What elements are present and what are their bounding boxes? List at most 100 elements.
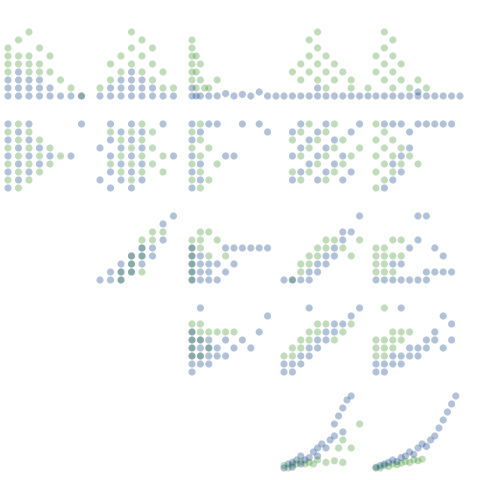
point-blue-r2c4-14 [414,236,422,244]
point-blue-r2c2-20 [255,244,263,252]
point-green-r1c4-9 [389,168,397,176]
point-green-r2c3-11 [347,252,355,260]
point-green-r2c1-4 [127,252,136,260]
point-blue-r4c3-19 [343,396,351,404]
point-green-r1c4-4 [372,120,380,128]
point-blue-r1c4-9 [397,152,405,160]
point-blue-r3c4-5 [389,352,397,360]
point-blue-r1c0-10 [25,152,33,160]
point-blue-r0c1-1 [106,92,115,100]
point-blue-r2c2-13 [213,260,221,268]
point-blue-r3c4-19 [448,320,456,328]
point-blue-r0c3-6 [322,92,330,100]
point-blue-r2c3-6 [314,260,322,268]
point-green-r0c0-17 [67,84,75,92]
point-blue-r2c2-21 [264,244,272,252]
point-green-r0c4-5 [380,28,388,36]
point-green-r0c0-3 [4,44,12,52]
point-blue-r1c3-17 [339,152,347,160]
point-green-r3c3-0 [280,352,288,360]
point-green-r2c3-7 [322,244,330,252]
point-green-r3c4-2 [372,336,380,344]
point-green-r3c4-4 [380,344,388,352]
point-green-r0c4-14 [422,84,430,92]
point-blue-r0c1-12 [138,76,146,84]
point-green-r2c3-3 [305,260,313,268]
point-green-r0c2-9 [196,76,204,84]
point-blue-r4c3-18 [339,404,347,412]
panel-r2-c4 [372,212,456,284]
point-blue-r0c4-4 [406,92,414,100]
point-blue-r2c1-3 [117,276,125,284]
point-blue-r4c4-0 [372,464,380,472]
point-blue-r2c2-10 [205,268,213,276]
point-blue-r2c3-10 [330,244,338,252]
point-blue-r1c1-0 [96,176,104,184]
point-green-r0c0-9 [25,52,33,60]
point-blue-r3c2-10 [205,360,213,368]
point-blue-r0c0-13 [46,92,54,100]
point-blue-r4c4-9 [410,450,418,458]
point-green-r0c2-11 [201,84,209,92]
point-blue-r2c4-12 [397,260,405,268]
point-blue-r2c2-19 [247,244,255,252]
point-green-r3c3-7 [314,328,322,336]
point-blue-r0c2-6 [222,90,230,98]
point-blue-r3c4-18 [397,304,405,312]
point-blue-r0c4-8 [439,92,447,100]
point-blue-r4c3-10 [314,452,322,460]
point-blue-r1c3-5 [297,120,305,128]
point-blue-r4c4-18 [448,400,456,408]
point-blue-r0c0-10 [35,92,44,100]
point-green-r0c4-9 [389,36,397,44]
point-blue-r1c1-21 [169,152,178,160]
point-green-r2c4-10 [389,236,397,244]
point-blue-r1c4-8 [448,120,456,128]
point-blue-r0c4-6 [422,92,430,100]
point-green-r1c4-6 [380,160,388,168]
point-green-r1c3-3 [297,152,305,160]
point-blue-r2c1-2 [106,268,115,276]
point-blue-r3c2-7 [196,352,204,360]
point-green-r2c3-1 [297,268,305,276]
point-blue-r1c1-11 [127,184,136,192]
point-blue-r2c4-9 [439,268,447,276]
point-blue-r3c2-12 [205,344,213,352]
point-green-r2c2-9 [205,252,213,260]
point-green-r1c0-15 [35,136,44,144]
point-green-r0c2-0 [188,76,196,84]
point-green-r2c4-12 [397,236,405,244]
point-blue-r1c4-11 [389,160,397,168]
point-green-r0c1-2 [106,60,115,68]
point-green-r2c2-8 [196,228,204,236]
point-blue-r1c0-5 [14,176,23,184]
point-blue-r0c1-10 [138,92,146,100]
point-blue-r1c0-15 [46,152,54,160]
point-blue-r0c1-11 [138,84,146,92]
point-blue-r2c4-5 [414,276,422,284]
point-green-r1c2-7 [196,136,204,144]
point-blue-r2c4-17 [431,244,439,252]
point-blue-r0c0-6 [14,68,23,76]
point-green-r1c2-3 [188,128,196,136]
point-blue-r1c1-3 [106,168,115,176]
point-green-r3c2-13 [230,328,238,336]
point-blue-r1c2-0 [188,184,196,192]
point-blue-r4c3-13 [322,444,330,452]
point-green-r0c3-16 [347,84,355,92]
point-blue-r0c0-8 [25,84,33,92]
point-blue-r0c3-5 [314,84,322,92]
point-blue-r0c0-12 [35,76,44,84]
point-blue-r1c0-7 [14,144,23,152]
point-green-r3c3-12 [347,320,355,328]
point-blue-r1c2-5 [196,176,204,184]
point-blue-r1c4-5 [422,120,430,128]
point-green-r1c4-13 [397,144,405,152]
point-green-r3c2-10 [205,328,213,336]
point-blue-r0c3-4 [314,92,322,100]
point-blue-r3c2-6 [196,360,204,368]
point-blue-r0c0-4 [14,84,23,92]
point-blue-r3c3-16 [356,304,364,312]
point-blue-r1c2-7 [196,128,204,136]
point-blue-r2c2-11 [205,260,213,268]
